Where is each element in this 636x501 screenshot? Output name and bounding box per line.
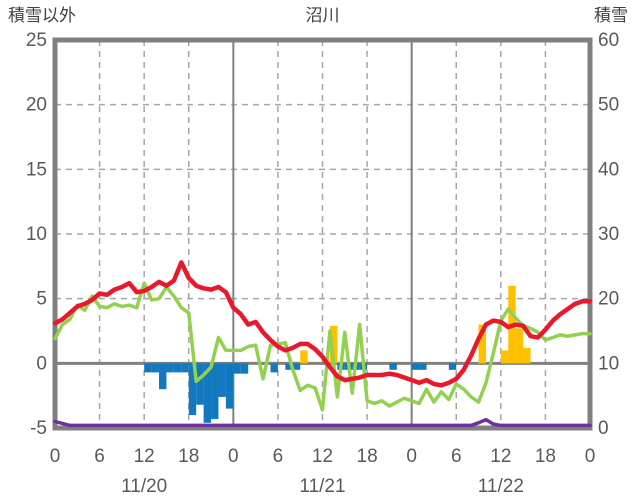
svg-text:60: 60 xyxy=(598,30,619,51)
purple-line xyxy=(53,417,592,428)
svg-text:30: 30 xyxy=(598,224,619,245)
blue-bars xyxy=(144,363,457,423)
svg-text:18: 18 xyxy=(178,446,199,467)
svg-text:11/21: 11/21 xyxy=(299,476,345,497)
svg-text:10: 10 xyxy=(26,224,47,245)
red-line xyxy=(52,260,593,388)
svg-text:18: 18 xyxy=(535,446,556,467)
svg-text:6: 6 xyxy=(273,446,284,467)
svg-text:0: 0 xyxy=(406,446,417,467)
svg-text:6: 6 xyxy=(94,446,105,467)
svg-text:0: 0 xyxy=(36,353,47,374)
svg-text:20: 20 xyxy=(26,95,47,116)
svg-text:11/20: 11/20 xyxy=(121,476,167,497)
svg-text:12: 12 xyxy=(312,446,333,467)
svg-text:10: 10 xyxy=(598,353,619,374)
svg-text:12: 12 xyxy=(134,446,155,467)
svg-text:11/22: 11/22 xyxy=(478,476,524,497)
orange-bars xyxy=(300,285,531,364)
svg-text:25: 25 xyxy=(26,30,47,51)
svg-text:15: 15 xyxy=(26,159,47,180)
svg-text:6: 6 xyxy=(451,446,462,467)
plot-frame xyxy=(52,37,593,431)
gridlines xyxy=(55,40,590,428)
svg-text:18: 18 xyxy=(357,446,378,467)
svg-text:5: 5 xyxy=(36,289,47,310)
svg-text:0: 0 xyxy=(585,446,596,467)
svg-text:40: 40 xyxy=(598,159,619,180)
svg-text:-5: -5 xyxy=(30,418,47,439)
chart-title: 沼川 xyxy=(305,6,340,25)
right-axis-title: 積雪 xyxy=(594,6,628,25)
svg-text:20: 20 xyxy=(598,289,619,310)
svg-text:50: 50 xyxy=(598,95,619,116)
svg-text:0: 0 xyxy=(50,446,61,467)
svg-text:0: 0 xyxy=(228,446,239,467)
svg-text:12: 12 xyxy=(490,446,511,467)
left-axis-title: 積雪以外 xyxy=(8,6,76,25)
svg-text:0: 0 xyxy=(598,418,609,439)
